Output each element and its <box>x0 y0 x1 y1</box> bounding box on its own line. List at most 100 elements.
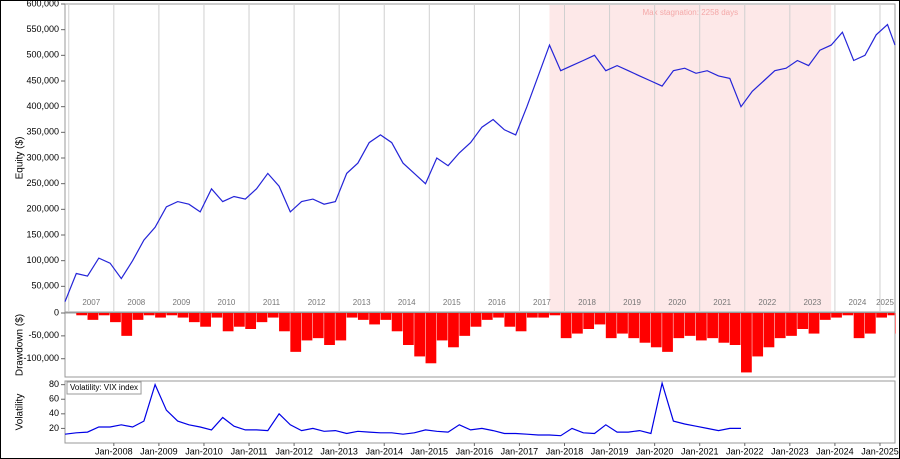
bar <box>594 313 606 325</box>
y-tick-label: 600,000 <box>26 0 59 8</box>
bar <box>662 313 673 352</box>
bar <box>549 313 561 316</box>
bar <box>312 313 324 339</box>
bar <box>887 313 895 316</box>
x-tick-label: Jan-2023 <box>771 446 809 456</box>
bar <box>222 313 234 332</box>
bar <box>493 313 504 318</box>
x-tick-label: Jan-2011 <box>231 446 268 456</box>
year-label: 2008 <box>127 298 145 307</box>
y-tick-label: 400,000 <box>26 101 59 111</box>
bar <box>110 313 121 323</box>
line <box>64 23 896 302</box>
bar <box>470 313 482 327</box>
bar <box>132 313 144 320</box>
bar <box>515 313 527 332</box>
bar <box>617 313 628 334</box>
bar <box>211 313 223 318</box>
bar <box>357 313 369 320</box>
bar <box>245 313 257 329</box>
year-label: 2015 <box>443 298 461 307</box>
bar <box>155 313 166 318</box>
bar <box>324 313 335 345</box>
x-tick-label: Jan-2009 <box>140 446 178 456</box>
bar <box>87 313 99 320</box>
bar <box>752 313 764 357</box>
year-label: 2014 <box>398 298 416 307</box>
y-tick-label: -100,000 <box>23 353 59 363</box>
bar <box>526 313 538 318</box>
x-tick-label: Jan-2024 <box>816 446 854 456</box>
bar <box>504 313 516 327</box>
bar <box>279 313 290 332</box>
year-label: 2017 <box>533 298 551 307</box>
x-tick-label: Jan-2022 <box>726 446 764 456</box>
y-axis-title: Volatility <box>15 394 26 431</box>
bar <box>290 313 302 352</box>
bar <box>380 313 392 320</box>
x-tick-label: Jan-2025 <box>861 446 899 456</box>
y-tick-label: 350,000 <box>26 127 59 137</box>
bar <box>425 313 437 364</box>
bar <box>707 313 718 339</box>
x-tick-label: Jan-2015 <box>411 446 449 456</box>
year-label: 2012 <box>308 298 326 307</box>
bar <box>391 313 403 332</box>
y-tick-label: 50,000 <box>31 281 59 291</box>
plot-area <box>64 380 896 444</box>
bar <box>786 313 797 336</box>
x-tick-label: Jan-2020 <box>636 446 674 456</box>
x-tick-label: Jan-2012 <box>275 446 313 456</box>
year-label: 2021 <box>713 298 731 307</box>
year-label: 2018 <box>578 298 596 307</box>
y-tick-label: -50,000 <box>28 330 59 340</box>
panel-title: Volatility: VIX index <box>70 383 138 392</box>
y-tick-label: 150,000 <box>26 229 59 239</box>
bar <box>763 313 775 348</box>
bar <box>628 313 640 339</box>
bar <box>481 313 493 320</box>
y-tick-label: 200,000 <box>26 204 59 214</box>
y-tick-label: 20 <box>49 423 59 433</box>
bar <box>538 313 549 318</box>
y-tick-label: 40 <box>49 408 59 418</box>
bar <box>729 313 741 345</box>
bar <box>895 313 896 334</box>
stagnation-band <box>549 5 832 311</box>
bar <box>177 313 189 318</box>
bar <box>774 313 786 339</box>
y-tick-label: 250,000 <box>26 178 59 188</box>
bar <box>808 313 820 334</box>
x-tick-label: Jan-2010 <box>185 446 223 456</box>
x-tick-label: Jan-2019 <box>591 446 629 456</box>
y-tick-label: 300,000 <box>26 152 59 162</box>
x-tick-label: Jan-2013 <box>320 446 358 456</box>
bar <box>819 313 831 320</box>
bar <box>583 313 595 329</box>
year-label: 2024 <box>849 298 867 307</box>
bar <box>143 313 155 316</box>
bar <box>650 313 662 348</box>
year-label: 2022 <box>758 298 776 307</box>
year-label: 2013 <box>353 298 371 307</box>
line <box>64 380 741 437</box>
x-tick-label: Jan-2008 <box>95 446 133 456</box>
bar <box>572 313 583 334</box>
y-axis-title: Equity ($) <box>15 137 26 180</box>
bar <box>876 313 887 318</box>
panel-title-box <box>66 381 142 395</box>
y-tick-label: 500,000 <box>26 50 59 60</box>
y-tick-label: 450,000 <box>26 75 59 85</box>
y-tick-label: 100,000 <box>26 255 59 265</box>
year-label: 2025 <box>876 298 894 307</box>
bar <box>842 313 854 316</box>
bar <box>831 313 842 318</box>
bar <box>797 313 809 329</box>
bar <box>267 313 279 318</box>
bar <box>459 313 471 336</box>
bar <box>188 313 200 323</box>
y-tick-label: 60 <box>49 394 59 404</box>
year-label: 2007 <box>82 298 100 307</box>
